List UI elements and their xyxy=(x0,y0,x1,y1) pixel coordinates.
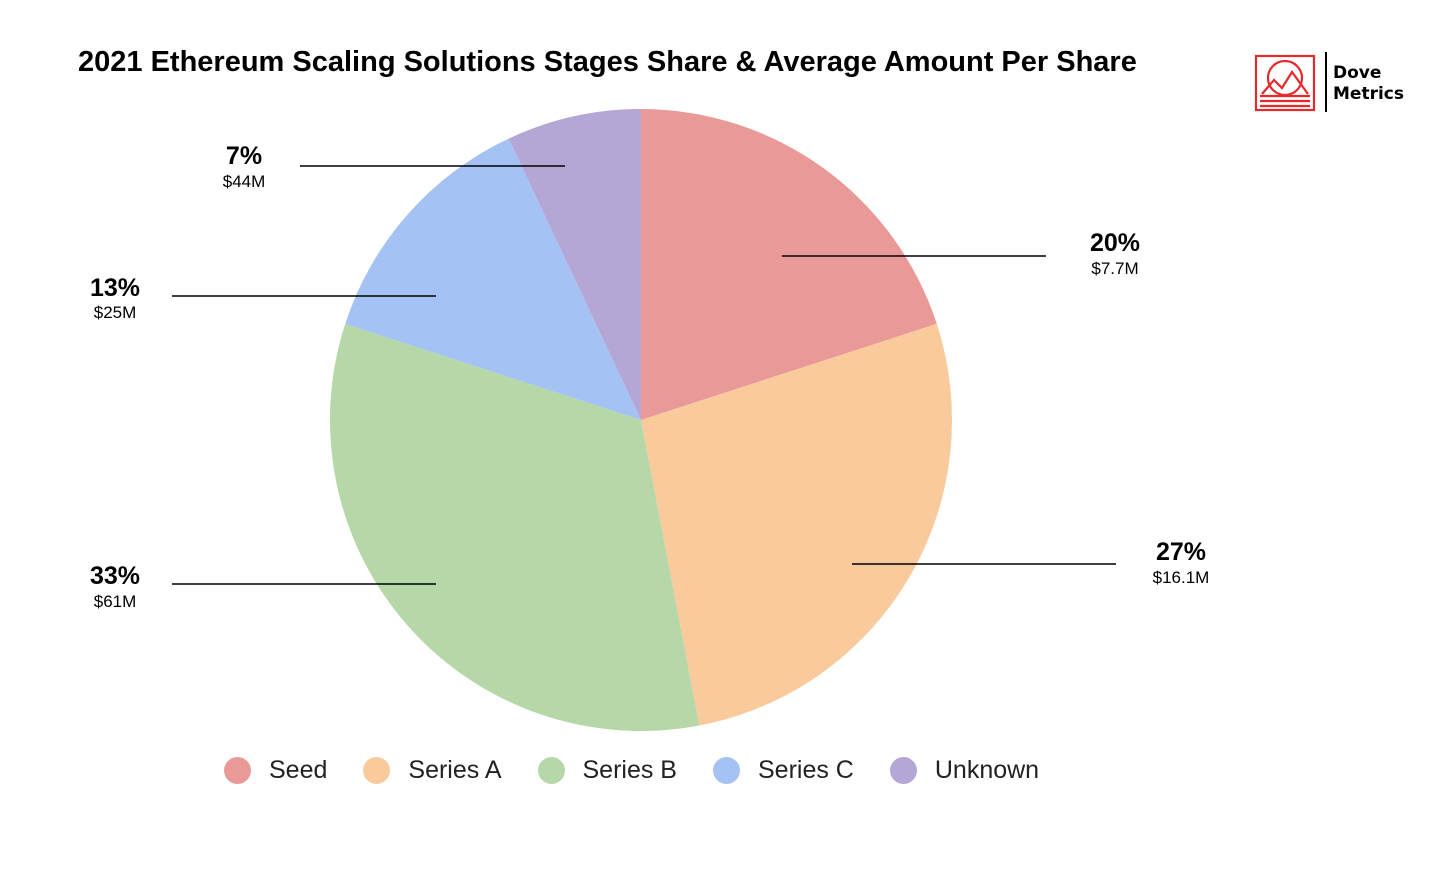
pie-slice-seed xyxy=(641,109,937,420)
legend-label: Seed xyxy=(269,756,328,784)
slice-percent-label: 33% xyxy=(90,562,140,590)
logo-text-line1: Dove xyxy=(1333,63,1381,83)
legend-item-series-b: Series B xyxy=(537,756,677,785)
legend-label: Series A xyxy=(408,756,502,784)
pie-leader-lines xyxy=(172,165,1116,585)
chart-title: 2021 Ethereum Scaling Solutions Stages S… xyxy=(78,46,1137,78)
slice-amount-label: $7.7M xyxy=(1091,259,1138,278)
pie-slice-unknown xyxy=(508,109,641,420)
slice-amount-label: $61M xyxy=(94,592,137,611)
legend-item-series-c: Series C xyxy=(712,756,854,785)
legend-item-seed: Seed xyxy=(224,756,327,785)
legend-swatch xyxy=(224,757,251,784)
legend-item-series-a: Series A xyxy=(363,756,502,785)
logo-text-line2: Metrics xyxy=(1333,84,1404,104)
legend-label: Series B xyxy=(582,756,677,784)
pie-slice-series-c xyxy=(345,138,641,420)
slice-amount-label: $25M xyxy=(94,303,137,322)
slice-percent-label: 13% xyxy=(90,274,140,302)
slice-percent-label: 20% xyxy=(1090,229,1140,257)
legend-swatch xyxy=(712,757,740,784)
legend-swatch xyxy=(363,757,391,784)
pie-labels: 20% $7.7M 27% $16.1M 33% $61M 13%$25M 7% $44M xyxy=(90,142,1209,611)
slice-percent-label: 7% xyxy=(226,142,262,170)
dove-metrics-logo: Dove Metrics xyxy=(1254,52,1404,112)
pie-slices xyxy=(329,109,952,731)
legend-label: Unknown xyxy=(934,756,1040,784)
slice-amount-label: $44M xyxy=(223,172,266,191)
legend-swatch xyxy=(537,757,565,784)
legend-swatch xyxy=(889,757,917,784)
legend: Seed Series A Series B Series C Unknown xyxy=(224,756,1075,785)
pie-slice-series-b xyxy=(329,323,700,731)
pie-slice-series-a xyxy=(641,323,952,726)
legend-item-unknown: Unknown xyxy=(889,756,1040,785)
dove-metrics-logo-icon xyxy=(1254,54,1316,112)
slice-percent-label: 27% xyxy=(1156,538,1206,566)
slice-amount-label: $16.1M xyxy=(1153,568,1210,587)
legend-label: Series C xyxy=(757,756,854,784)
